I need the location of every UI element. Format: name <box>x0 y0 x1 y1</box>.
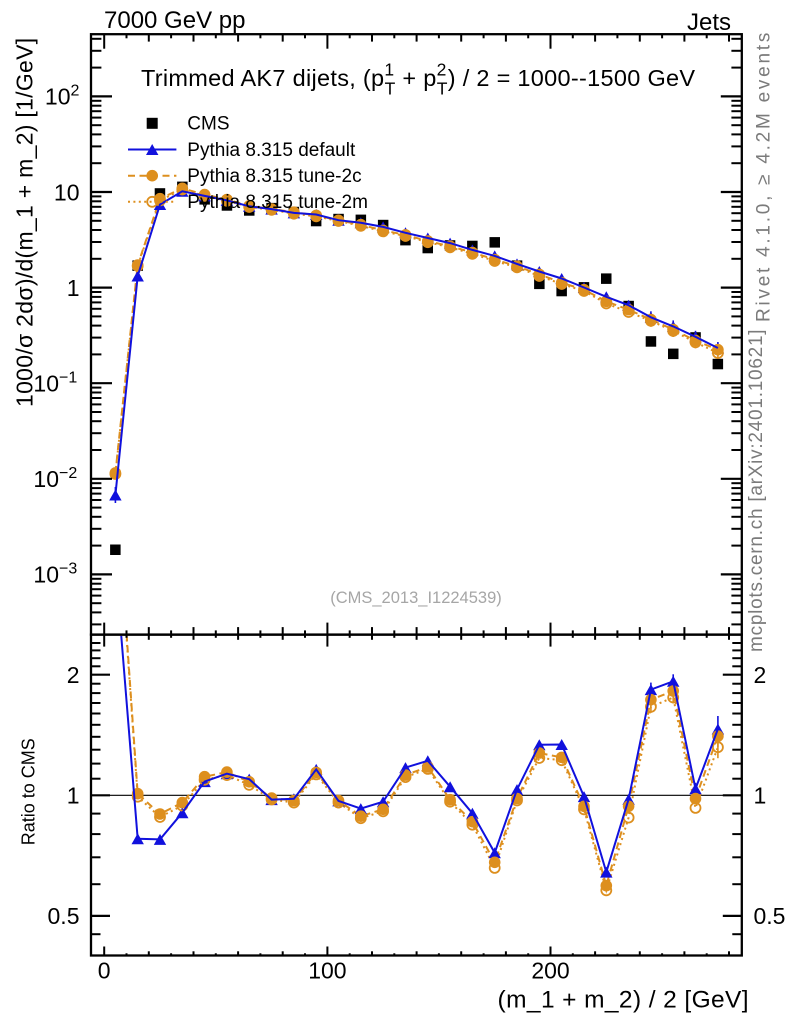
svg-text:CMS: CMS <box>187 114 229 135</box>
svg-text:0.5: 0.5 <box>754 903 786 929</box>
svg-text:10: 10 <box>33 371 59 397</box>
svg-text:2: 2 <box>754 662 767 688</box>
svg-text:Pythia 8.315 tune-2m: Pythia 8.315 tune-2m <box>187 192 368 213</box>
svg-text:1: 1 <box>754 783 767 809</box>
svg-text:Ratio to CMS: Ratio to CMS <box>19 738 39 845</box>
svg-text:10: 10 <box>54 179 80 205</box>
svg-text:200: 200 <box>531 958 569 984</box>
svg-text:Pythia 8.315 default: Pythia 8.315 default <box>187 140 356 161</box>
svg-text:2: 2 <box>67 662 80 688</box>
svg-text:−3: −3 <box>59 561 77 578</box>
svg-text:1000/σ 2dσ)/d(m_1 + m_2) [1/G: 1000/σ 2dσ)/d(m_1 + m_2) [1/GeV] <box>12 38 38 407</box>
svg-text:1: 1 <box>67 275 80 301</box>
svg-text:10: 10 <box>33 562 59 588</box>
svg-text:Pythia 8.315 tune-2c: Pythia 8.315 tune-2c <box>187 166 361 187</box>
svg-text:1: 1 <box>67 783 80 809</box>
svg-text:0: 0 <box>98 958 111 984</box>
svg-text:(CMS_2013_I1224539): (CMS_2013_I1224539) <box>330 589 502 607</box>
svg-text:0.5: 0.5 <box>48 903 80 929</box>
svg-text:−2: −2 <box>59 465 77 482</box>
svg-text:10: 10 <box>33 466 59 492</box>
svg-text:−1: −1 <box>59 370 77 387</box>
svg-text:(m_1 + m_2) / 2 [GeV]: (m_1 + m_2) / 2 [GeV] <box>498 987 749 1014</box>
svg-text:100: 100 <box>308 958 346 984</box>
svg-text:10: 10 <box>45 84 71 110</box>
svg-text:2: 2 <box>71 83 80 100</box>
svg-text:Jets: Jets <box>687 9 731 36</box>
svg-text:7000 GeV pp: 7000 GeV pp <box>104 7 245 34</box>
svg-text:mcplots.cern.ch [arXiv:2401.10: mcplots.cern.ch [arXiv:2401.10621] <box>746 329 767 652</box>
svg-text:Rivet 4.1.0, ≥ 4.2M events: Rivet 4.1.0, ≥ 4.2M events <box>754 30 775 322</box>
